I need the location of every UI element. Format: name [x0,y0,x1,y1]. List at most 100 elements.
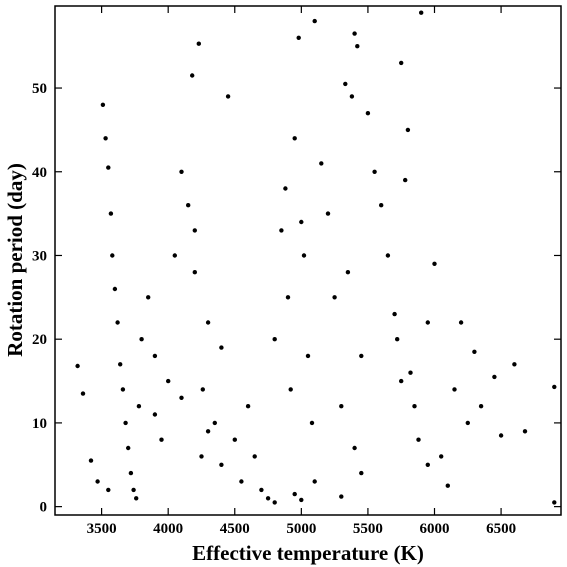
data-point [88,458,94,463]
data-point [232,437,237,442]
data-point [100,102,106,108]
data-point [359,353,364,359]
y-tick-label: 50 [32,81,47,97]
y-tick-label: 0 [40,500,48,516]
data-point [395,337,400,342]
data-point [385,253,391,258]
data-point [432,261,437,266]
plot-frame [54,5,562,516]
data-point [128,470,134,476]
data-point [200,387,205,392]
x-axis-ticks: 3500 4000 4500 5000 5500 6000 6500 [87,6,516,537]
data-point [425,462,430,467]
data-point [131,487,136,493]
y-axis-title: Rotation period (day) [3,163,27,357]
data-point [399,378,404,384]
data-point [75,363,80,369]
data-point [339,494,344,499]
data-point [199,454,204,459]
data-point [339,404,344,409]
data-point [458,320,464,325]
y-axis-ticks: 0 10 20 30 40 50 [32,81,561,516]
data-point [452,387,457,392]
data-point [205,320,211,325]
data-point [126,445,131,451]
x-tick-label: 5500 [353,521,383,537]
data-point [349,94,355,99]
data-point [272,500,277,505]
data-point [419,10,424,15]
data-point [405,127,411,133]
data-point [416,437,421,442]
data-point [123,420,128,426]
data-point [192,228,197,233]
data-point [412,404,417,409]
data-point [159,437,164,442]
data-point [498,433,504,438]
data-point [279,228,284,233]
x-tick-label: 6000 [420,521,450,537]
data-point [112,286,118,292]
data-point [403,177,408,183]
data-point [136,404,142,409]
y-tick-label: 10 [32,416,47,432]
data-point [245,404,251,409]
x-tick-label: 4000 [153,521,183,537]
y-tick-label: 20 [32,332,47,348]
data-point [552,384,557,390]
data-point [172,253,177,258]
x-tick-label: 6500 [486,521,516,537]
data-point [252,454,257,459]
data-point [319,161,324,166]
data-point [196,41,201,46]
x-axis-title: Effective temperature (K) [192,541,424,565]
data-point [80,391,86,396]
data-point [492,374,497,380]
data-point [106,487,111,493]
data-point [312,479,317,484]
data-point [439,454,444,459]
data-point [179,395,184,400]
data-point [352,445,357,451]
data-point [379,203,384,208]
data-point [212,420,217,426]
data-point [103,136,108,141]
data-point [219,462,224,467]
data-point [120,387,126,392]
data-point [305,353,311,359]
data-point [372,169,377,174]
data-point [365,111,371,116]
data-point [309,420,315,426]
data-point [299,219,304,225]
data-point [259,487,264,493]
data-point [392,311,397,317]
data-point [325,211,331,216]
data-point [205,429,211,434]
data-point [166,378,171,384]
data-point [95,479,100,484]
x-tick-label: 4500 [220,521,250,537]
data-point [118,362,123,367]
data-point [134,496,139,501]
data-point [283,186,288,191]
data-point [288,387,293,392]
data-point [225,94,231,99]
data-point [299,497,304,503]
data-point [152,412,158,417]
data-point [139,337,144,342]
data-point [408,370,413,375]
data-point [115,320,120,325]
data-points [75,10,557,505]
data-point [478,404,484,409]
data-point [285,295,291,300]
data-point [239,479,244,484]
x-tick-label: 5000 [286,521,316,537]
data-point [343,81,348,87]
data-point [445,483,450,488]
data-point [296,35,301,40]
data-point [345,270,351,275]
data-point [292,491,297,497]
data-point [522,429,528,434]
data-point [301,253,307,258]
